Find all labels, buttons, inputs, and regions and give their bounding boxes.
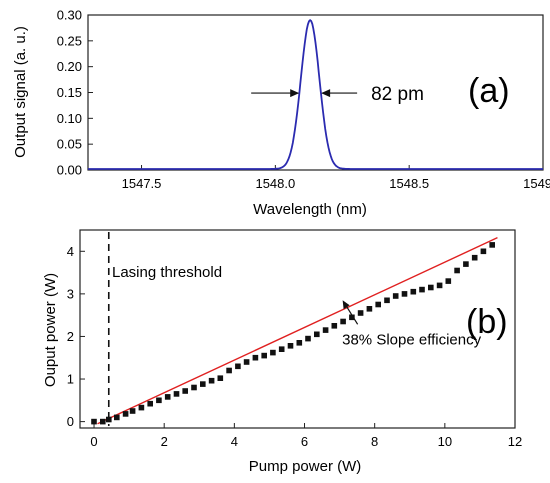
linear-fit-line (97, 237, 498, 425)
panel-a: 1547.5 1548.0 1548.5 1549.0 0.00 0.05 0.10 0.15… (12, 8, 550, 219)
data-point (156, 397, 162, 404)
measured-points (91, 242, 495, 425)
data-point (384, 297, 390, 304)
y-tick-label-a: 0.25 (57, 33, 82, 48)
data-point (191, 384, 197, 391)
data-point (129, 408, 136, 414)
data-point (114, 414, 120, 421)
data-point (322, 327, 329, 333)
data-point (375, 301, 381, 308)
panel-label-a: (a) (468, 72, 510, 110)
data-point (349, 314, 355, 321)
y-tick-label-a: 0.05 (57, 137, 82, 152)
data-point (331, 323, 338, 329)
fwhm-left-arrowhead (290, 89, 300, 98)
fwhm-right-arrowhead (321, 89, 331, 98)
data-point (436, 282, 443, 289)
data-point (357, 310, 364, 316)
data-point (314, 331, 320, 338)
y-tick-label-b: 0 (67, 414, 74, 429)
data-point (410, 288, 417, 295)
fwhm-annotation: 82 pm (251, 84, 424, 105)
y-tick-label-a: 0.20 (57, 59, 82, 74)
data-point (138, 404, 145, 411)
data-point (182, 388, 188, 394)
data-point (91, 418, 97, 425)
data-point (217, 375, 224, 381)
panel-label-b: (b) (466, 303, 508, 341)
data-point (226, 367, 232, 374)
data-point (463, 261, 469, 267)
data-point (428, 284, 434, 291)
data-point (296, 340, 303, 346)
y-tick-label-b: 1 (67, 372, 74, 387)
slope-arrowhead (342, 300, 350, 310)
data-point (366, 306, 373, 312)
data-point (401, 291, 408, 297)
data-point (106, 416, 112, 423)
x-tick-label-b: 2 (161, 434, 168, 449)
x-tick-label-b: 10 (438, 434, 452, 449)
data-point (305, 335, 311, 342)
y-axis-title-a: Output signal (a. u.) (12, 26, 29, 158)
data-point (208, 377, 215, 384)
x-tick-label-b: 4 (231, 434, 238, 449)
y-tick-label-a: 0.15 (57, 85, 82, 100)
data-point (489, 242, 495, 248)
data-point (200, 381, 206, 387)
data-point (261, 352, 267, 359)
data-point (480, 248, 487, 255)
x-axis-title-b: Pump power (W) (249, 458, 362, 475)
x-axis-title-a: Wavelength (nm) (253, 201, 367, 218)
data-point (235, 363, 241, 370)
y-tick-label-a: 0.30 (57, 8, 82, 23)
data-point (419, 286, 425, 293)
y-tick-label-b: 2 (67, 329, 74, 344)
x-tick-label-a: 1549.0 (523, 176, 550, 191)
threshold-label: Lasing threshold (112, 264, 222, 281)
x-tick-label-b: 0 (90, 434, 97, 449)
data-point (471, 254, 478, 261)
x-tick-label-b: 8 (371, 434, 378, 449)
data-point (287, 343, 294, 349)
data-point (164, 394, 171, 400)
x-tick-label-b: 12 (508, 434, 522, 449)
y-tick-label-b: 3 (67, 286, 74, 301)
y-axis-title-b: Ouput power (W) (42, 273, 59, 387)
data-point (147, 400, 153, 407)
data-point (243, 359, 250, 365)
data-point (100, 418, 106, 425)
data-point (454, 267, 460, 274)
y-tick-label-a: 0.00 (57, 163, 82, 178)
slope-label: 38% Slope efficiency (342, 331, 481, 348)
x-tick-label-a: 1548.5 (389, 176, 429, 191)
fwhm-label: 82 pm (371, 84, 424, 105)
data-point (340, 318, 346, 325)
plot-frame-b (79, 229, 516, 429)
data-point (122, 411, 129, 417)
y-tick-label-a: 0.10 (57, 111, 82, 126)
x-tick-label-a: 1547.5 (122, 176, 162, 191)
data-point (270, 349, 276, 356)
data-point (252, 354, 259, 361)
x-tick-label-a: 1548.0 (255, 176, 295, 191)
data-point (278, 346, 285, 352)
y-tick-label-b: 4 (67, 244, 74, 259)
slope-annotation: 38% Slope efficiency (342, 300, 482, 348)
spectrum-line (88, 18, 543, 170)
data-point (392, 293, 399, 299)
x-tick-label-b: 6 (301, 434, 308, 449)
data-point (445, 278, 452, 284)
data-point (173, 391, 180, 397)
